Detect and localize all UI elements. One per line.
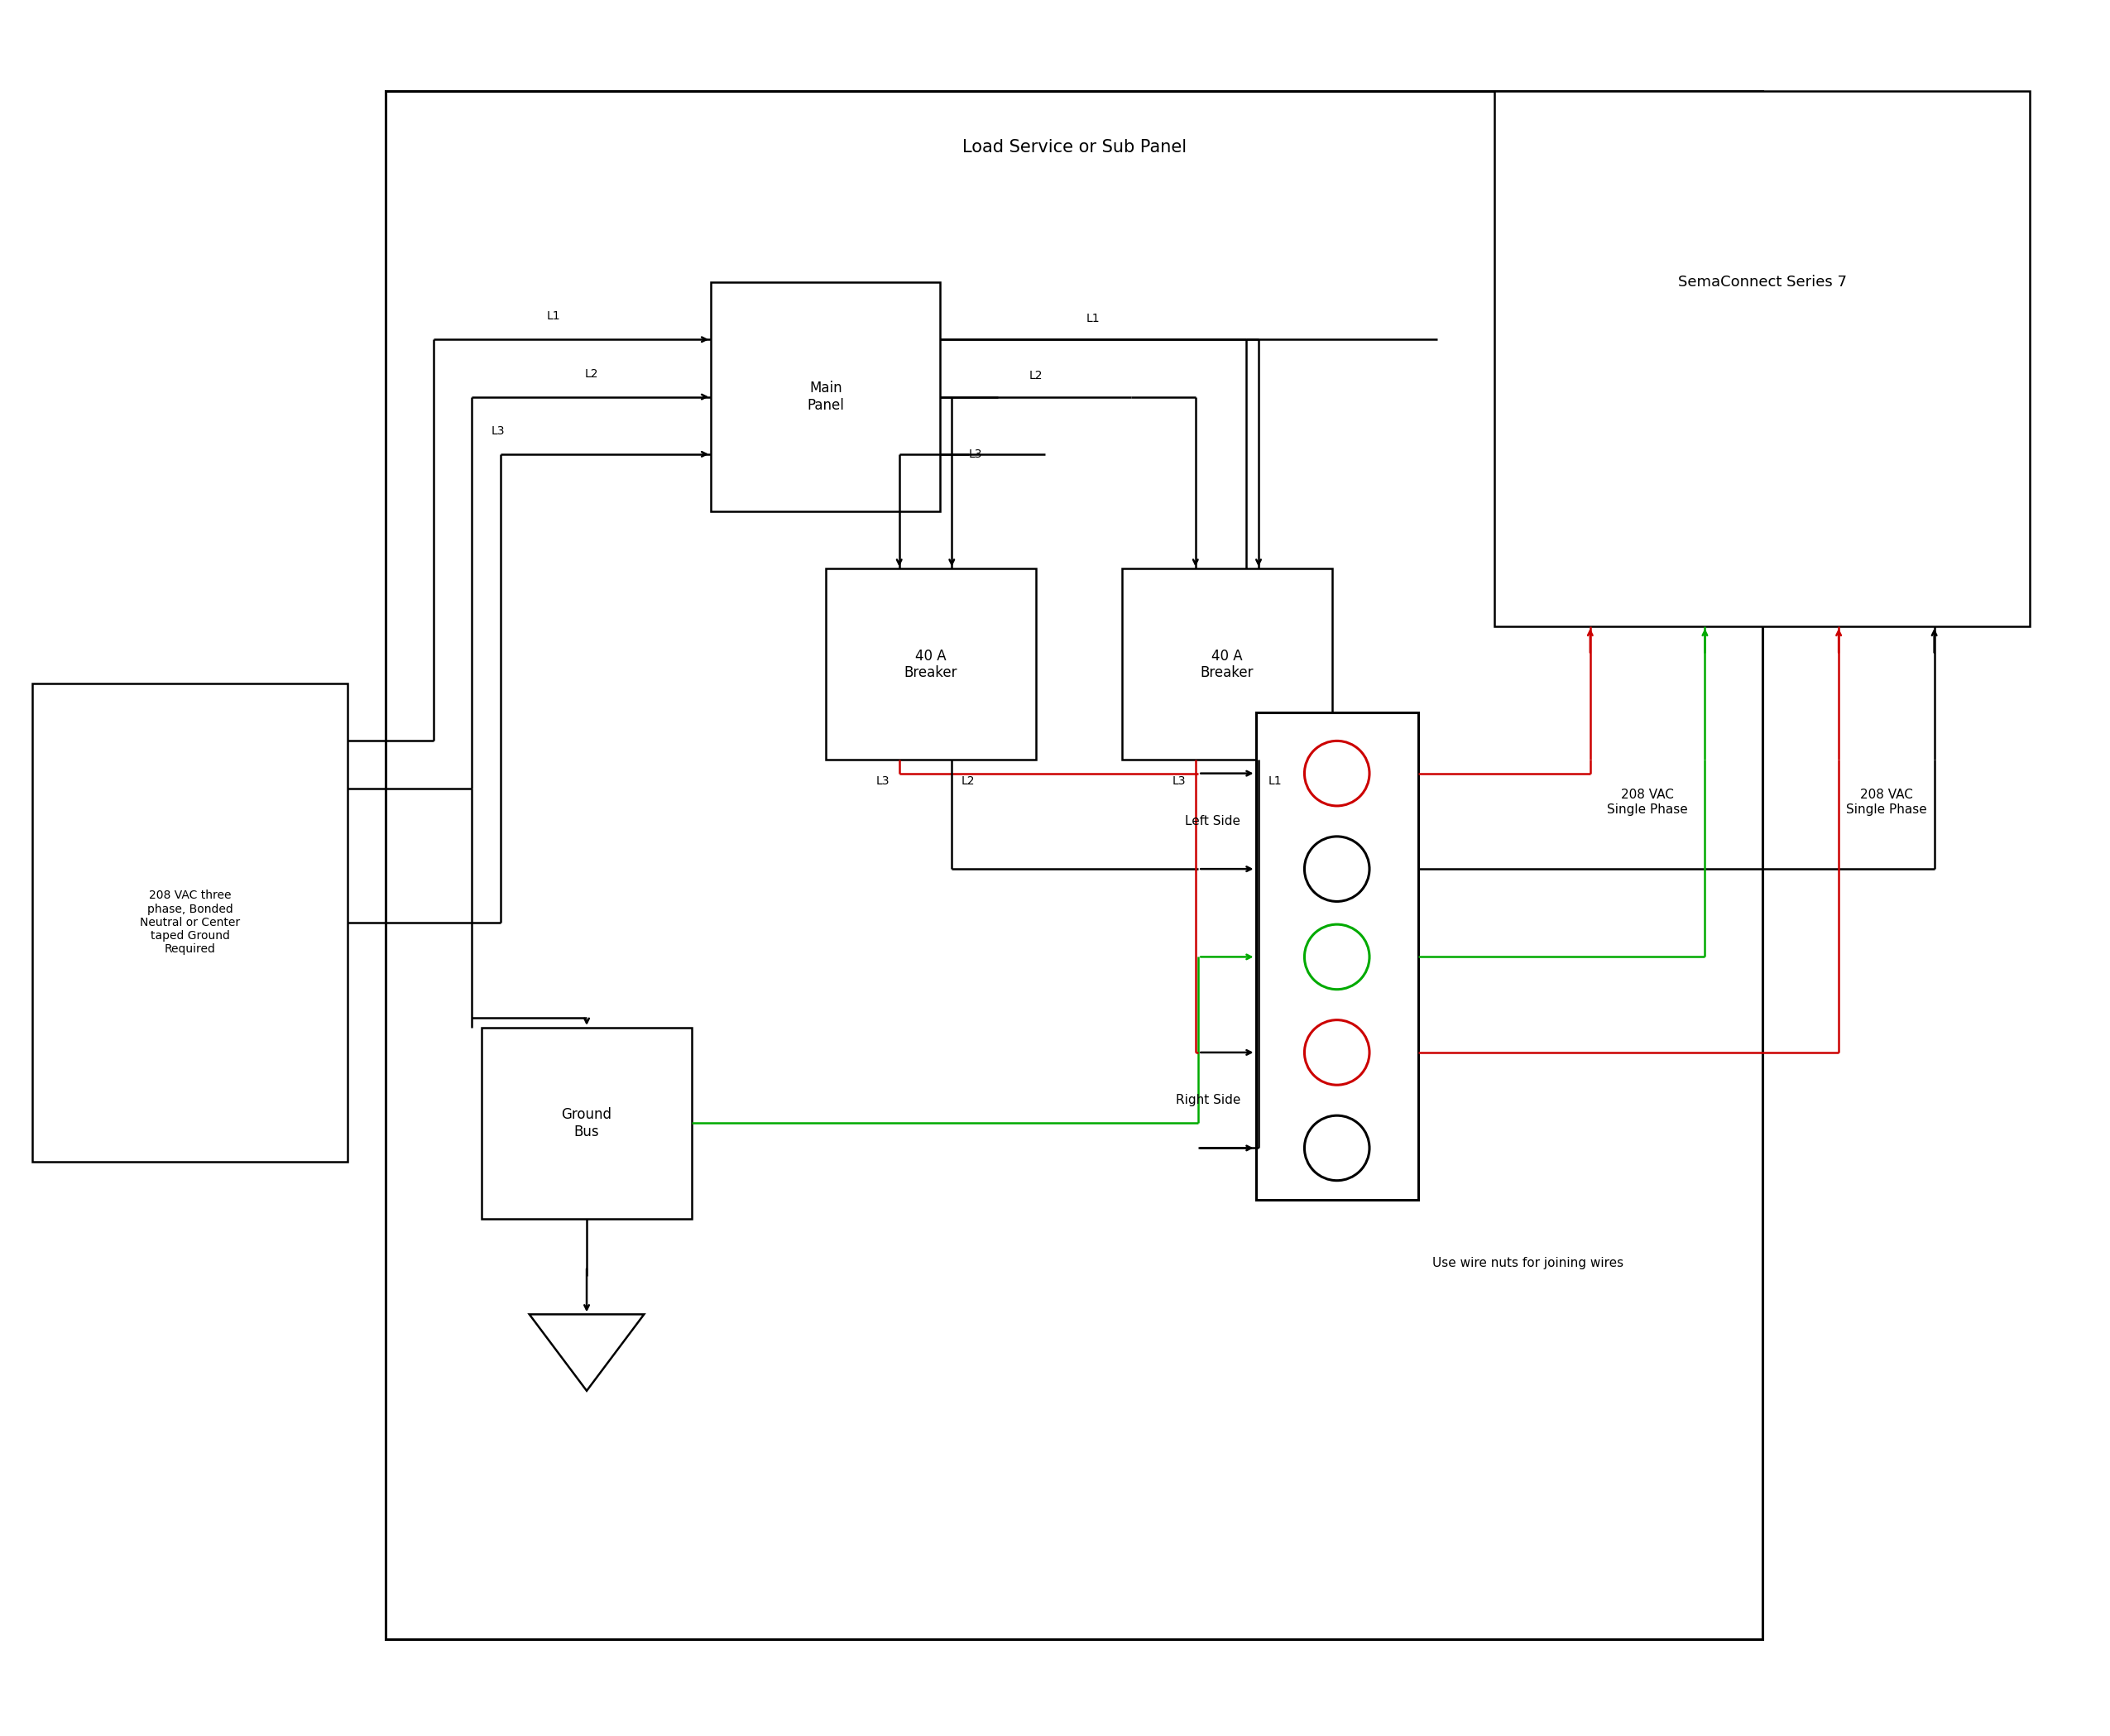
Bar [1123,569,1331,760]
Text: L3: L3 [876,776,890,786]
Text: Load Service or Sub Panel: Load Service or Sub Panel [962,139,1186,155]
Text: Use wire nuts for joining wires: Use wire nuts for joining wires [1433,1257,1625,1269]
Text: 208 VAC
Single Phase: 208 VAC Single Phase [1608,788,1688,816]
Bar [711,283,941,512]
Bar [1255,712,1418,1200]
Text: L1: L1 [1268,776,1283,786]
Text: L2: L2 [1030,370,1042,382]
Bar [481,1028,692,1219]
Bar [32,684,348,1161]
Text: 40 A
Breaker: 40 A Breaker [1201,648,1253,681]
Text: L3: L3 [1173,776,1186,786]
Circle shape [1304,837,1369,901]
Bar [1494,90,2030,627]
Text: L1: L1 [1087,312,1099,325]
Text: L2: L2 [962,776,975,786]
Text: 208 VAC three
phase, Bonded
Neutral or Center
taped Ground
Required: 208 VAC three phase, Bonded Neutral or C… [139,891,241,955]
Text: SemaConnect Series 7: SemaConnect Series 7 [1677,274,1846,290]
Circle shape [1304,741,1369,806]
Text: L3: L3 [492,425,504,437]
Bar [825,569,1036,760]
Text: L3: L3 [968,448,983,460]
Circle shape [1304,1021,1369,1085]
Text: 40 A
Breaker: 40 A Breaker [903,648,958,681]
Bar [386,90,1762,1639]
Circle shape [1304,924,1369,990]
Polygon shape [530,1314,644,1391]
Circle shape [1304,1116,1369,1180]
Text: L2: L2 [584,368,599,380]
Text: 208 VAC
Single Phase: 208 VAC Single Phase [1846,788,1926,816]
Text: Right Side: Right Side [1175,1094,1241,1106]
Text: Ground
Bus: Ground Bus [561,1108,612,1139]
Text: L1: L1 [546,311,559,323]
Text: Left Side: Left Side [1186,814,1241,828]
Text: Main
Panel: Main Panel [806,380,844,413]
